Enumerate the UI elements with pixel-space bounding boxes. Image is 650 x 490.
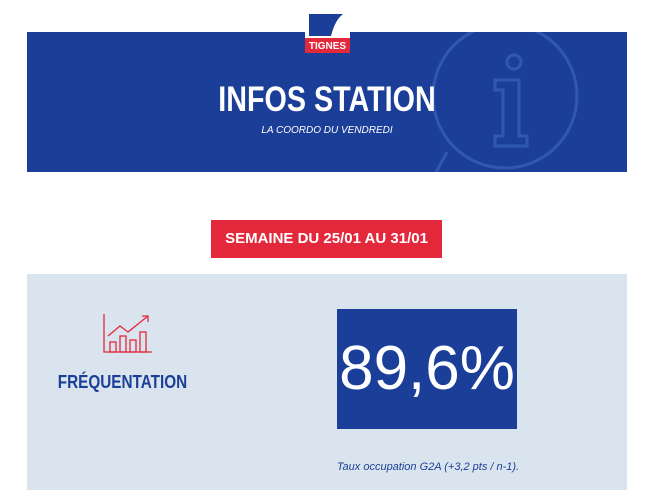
subtitle: LA COORDO DU VENDREDI [261,125,393,136]
chart-icon [103,314,152,353]
logo-text: TIGNES [309,41,347,52]
title: INFOS STATION [218,80,436,119]
logo: TIGNES [305,10,350,53]
header-banner [27,32,627,172]
week-badge: SEMAINE DU 25/01 AU 31/01 [211,220,442,258]
info-icon [431,32,579,172]
stat-value: 89,6% [337,309,517,429]
stat-label: FRÉQUENTATION [57,372,188,392]
stat-panel [27,274,627,490]
stat-caption: Taux occupation G2A (+3,2 pts / n-1). [336,461,520,473]
